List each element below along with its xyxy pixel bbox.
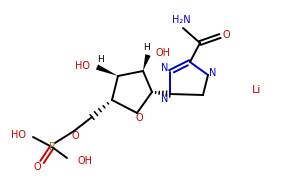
Text: OH: OH xyxy=(77,156,92,166)
Text: N: N xyxy=(161,63,169,73)
Text: N: N xyxy=(161,94,169,104)
Text: HO: HO xyxy=(76,61,91,71)
Text: H₂N: H₂N xyxy=(172,15,190,25)
Text: OH: OH xyxy=(156,48,171,58)
Text: Li: Li xyxy=(252,85,262,95)
Text: H: H xyxy=(142,42,149,51)
Text: N: N xyxy=(209,68,217,78)
Text: HO: HO xyxy=(11,130,26,140)
Polygon shape xyxy=(143,54,151,71)
Polygon shape xyxy=(96,64,118,76)
Text: O: O xyxy=(135,113,143,123)
Text: O: O xyxy=(71,131,79,141)
Text: O: O xyxy=(222,30,230,40)
Text: P: P xyxy=(49,142,55,152)
Text: H: H xyxy=(98,55,104,64)
Text: O: O xyxy=(33,162,41,172)
